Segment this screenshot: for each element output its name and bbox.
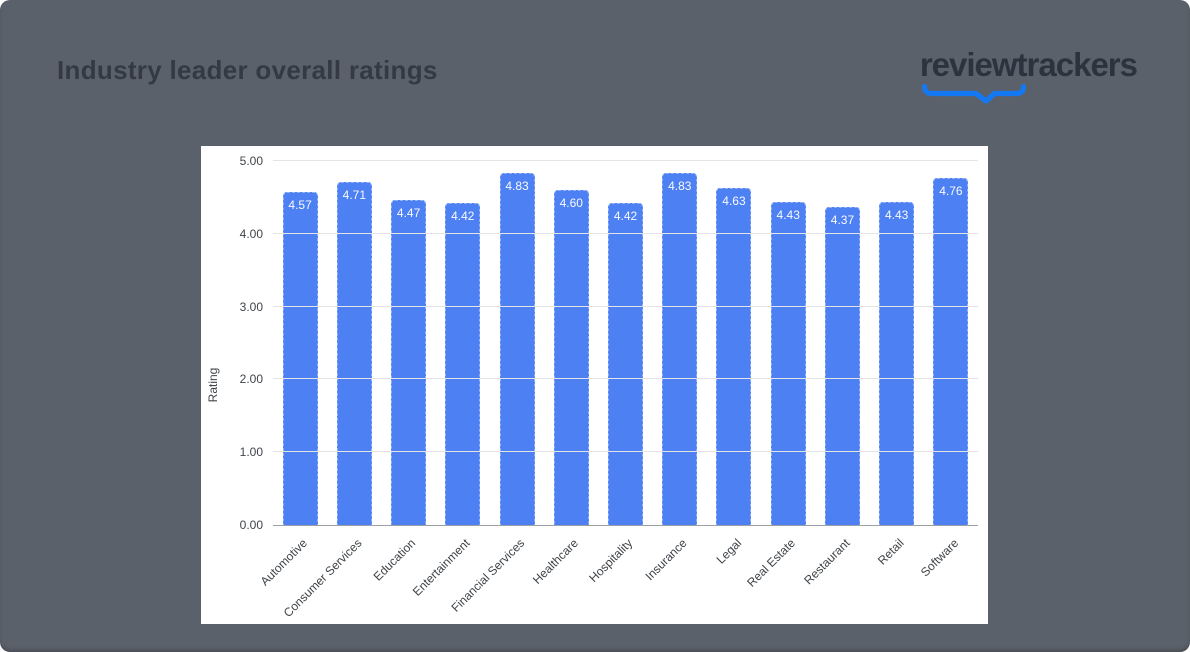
bar-slot: 4.42 Entertainment	[410, 161, 490, 599]
bar-slot: 4.71 Consumer Services	[280, 161, 381, 620]
bar-slot: 4.63 Legal	[707, 161, 761, 567]
x-axis-label: Hospitality	[586, 536, 636, 586]
y-axis-tick-label: 1.00	[239, 445, 263, 460]
bar-value-label: 4.71	[342, 188, 367, 202]
x-axis-label: Real Estate	[744, 536, 799, 590]
bar-financial-services: 4.83	[499, 173, 535, 525]
x-axis-label: Legal	[713, 536, 744, 567]
bar-value-label: 4.63	[722, 194, 746, 208]
bar-value-label: 4.43	[885, 208, 909, 222]
bar-slot: 4.60 Healthcare	[530, 161, 598, 587]
bar-insurance: 4.83	[662, 173, 698, 525]
checkmark-swoosh-icon	[921, 83, 1026, 104]
bar-slot: 4.57 Automotive	[258, 161, 327, 588]
x-axis-label: Software	[917, 536, 961, 580]
gridline	[273, 305, 978, 307]
reviewtrackers-logo: reviewtrackers	[919, 46, 1138, 104]
bar-slot: 4.47 Education	[371, 161, 435, 584]
y-axis-tick-label: 4.00	[239, 226, 263, 241]
y-axis-tick-label: 0.00	[239, 518, 263, 532]
x-axis-label: Automotive	[257, 536, 311, 589]
bar-slot: 4.42 Hospitality	[586, 161, 652, 585]
bar-software: 4.76	[933, 178, 969, 525]
page-title: Industry leader overall ratings	[57, 55, 438, 85]
bar-value-label: 4.76	[939, 184, 963, 198]
gridline	[273, 451, 978, 453]
x-axis-label: Restaurant	[800, 536, 853, 588]
bar-value-label: 4.42	[613, 209, 638, 223]
bar-legal: 4.63	[716, 188, 752, 525]
x-axis-label: Education	[370, 536, 419, 584]
bar-value-label: 4.83	[668, 179, 692, 193]
bar-retail: 4.43	[879, 202, 915, 525]
bar-value-label: 4.83	[505, 179, 529, 193]
bar-value-label: 4.57	[288, 198, 312, 212]
gridline	[273, 160, 978, 161]
bar-value-label: 4.37	[830, 213, 855, 227]
bar-entertainment: 4.42	[445, 203, 481, 525]
bar-value-label: 4.60	[559, 196, 583, 210]
bar-slot: 4.76 Software	[917, 161, 978, 579]
bar-value-label: 4.43	[776, 208, 800, 222]
bar-series: 4.57 Automotive 4.71 Consumer Services 4.47 E…	[258, 161, 978, 620]
bar-consumer-services: 4.71	[336, 182, 372, 525]
bar-automotive: 4.57	[282, 192, 318, 525]
bar-value-label: 4.47	[396, 206, 421, 220]
bar-slot: 4.43 Real Estate	[744, 161, 815, 590]
bar-restaurant: 4.37	[824, 207, 860, 525]
bar-chart-plot-area: 4.57 Automotive 4.71 Consumer Services 4.47 E…	[240, 154, 978, 620]
gridline	[273, 232, 978, 234]
y-axis-tick-label: 5.00	[239, 154, 263, 168]
bar-slot: 4.43 Retail	[870, 161, 924, 568]
y-axis-tick-label: 2.00	[239, 372, 263, 387]
x-axis-label: Retail	[875, 536, 907, 568]
bar-slot: 4.37 Restaurant	[801, 161, 869, 587]
bar-hospitality: 4.42	[608, 203, 644, 525]
x-axis-label: Insurance	[642, 536, 690, 584]
gridline	[273, 378, 978, 380]
bar-real-estate: 4.43	[770, 202, 806, 525]
bar-slot: 4.83 Financial Services	[448, 161, 544, 615]
reviewtrackers-logo-text: reviewtrackers	[919, 46, 1138, 83]
bar-value-label: 4.42	[451, 209, 475, 223]
y-axis-tick-label: 3.00	[239, 299, 263, 314]
bar-slot: 4.83 Insurance	[642, 161, 707, 583]
bar-healthcare: 4.60	[553, 190, 589, 525]
x-axis-label: Healthcare	[530, 536, 582, 587]
bar-education: 4.47	[391, 200, 427, 525]
chart-card: Rating 4.57 Automotive 4.71 Consumer Servic…	[201, 146, 988, 624]
